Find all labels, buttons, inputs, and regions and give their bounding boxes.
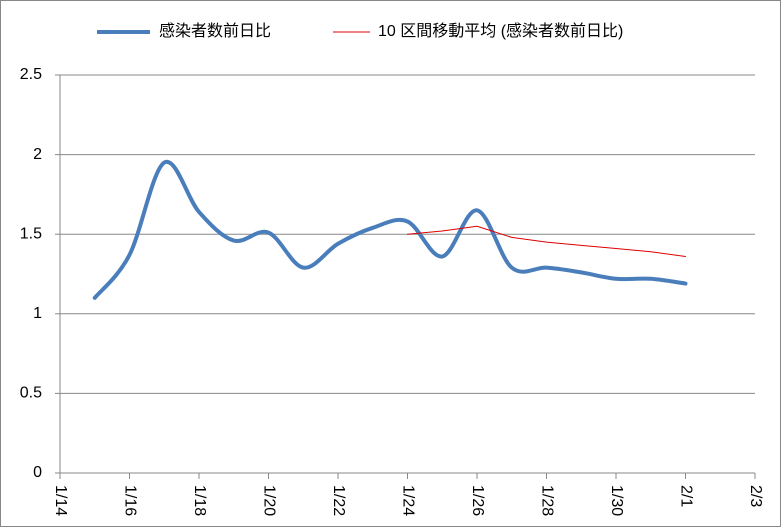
x-tick-label: 2/1 <box>677 485 694 507</box>
x-tick-label: 1/18 <box>191 485 208 516</box>
y-tick-label: 1 <box>33 305 42 322</box>
series-line <box>407 225 686 257</box>
y-tick-label: 0 <box>33 464 42 481</box>
x-tick-label: 2/3 <box>747 485 764 507</box>
x-tick-label: 1/22 <box>330 485 347 516</box>
x-tick-label: 1/20 <box>260 485 277 516</box>
x-tick-label: 1/14 <box>52 485 69 516</box>
legend-label: 感染者数前日比 <box>159 22 271 40</box>
series-line <box>92 159 688 300</box>
legend-label: 10 区間移動平均 (感染者数前日比) <box>378 22 623 40</box>
y-tick-label: 1.5 <box>20 225 42 242</box>
x-tick-label: 1/24 <box>399 485 416 516</box>
x-tick-label: 1/26 <box>469 485 486 516</box>
y-tick-label: 0.5 <box>20 385 42 402</box>
y-tick-label: 2 <box>33 146 42 163</box>
y-tick-label: 2.5 <box>20 66 42 83</box>
x-tick-label: 1/16 <box>121 485 138 516</box>
x-tick-label: 1/30 <box>608 485 625 516</box>
x-tick-label: 1/28 <box>538 485 555 516</box>
